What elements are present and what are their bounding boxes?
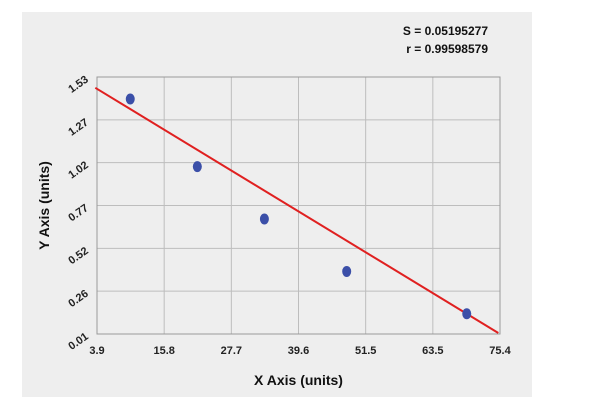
chart-panel: S = 0.05195277 r = 0.99598579 3.9 15.8 27.… xyxy=(22,12,532,397)
tick-labels: 3.9 15.8 27.7 39.6 51.5 63.5 75.4 0.01 0.26 0.52 0… xyxy=(66,74,511,357)
points-layer xyxy=(125,93,472,320)
data-point xyxy=(125,93,135,105)
grid xyxy=(96,76,501,335)
y-tick-label: 0.01 xyxy=(66,331,90,353)
x-tick-label: 63.5 xyxy=(422,345,443,357)
y-tick-label: 1.02 xyxy=(66,159,90,181)
y-tick-label: 0.26 xyxy=(66,288,90,310)
data-point xyxy=(259,213,269,225)
x-axis-title: X Axis (units) xyxy=(254,372,343,388)
y-tick-label: 0.52 xyxy=(66,245,90,267)
x-tick-label: 27.7 xyxy=(221,345,242,357)
x-tick-label: 39.6 xyxy=(288,345,309,357)
fit-line xyxy=(94,86,499,334)
fit-line-layer xyxy=(94,86,499,334)
y-tick-label: 1.53 xyxy=(66,74,90,96)
r-statistic: r = 0.99598579 xyxy=(406,42,488,56)
y-axis-title: Y Axis (units) xyxy=(36,161,52,250)
data-point xyxy=(192,161,202,173)
plot-frame xyxy=(96,76,501,335)
s-statistic: S = 0.05195277 xyxy=(402,24,488,38)
x-tick-label: 51.5 xyxy=(355,345,376,357)
data-point xyxy=(342,265,352,277)
x-tick-label: 75.4 xyxy=(489,345,511,357)
y-tick-label: 0.77 xyxy=(66,202,90,224)
scatter-chart: 3.9 15.8 27.7 39.6 51.5 63.5 75.4 0.01 0.26 0.52 0… xyxy=(36,74,512,388)
y-tick-label: 1.27 xyxy=(66,116,90,138)
data-point xyxy=(462,308,472,320)
x-tick-label: 15.8 xyxy=(153,345,174,357)
x-tick-label: 3.9 xyxy=(89,345,104,357)
